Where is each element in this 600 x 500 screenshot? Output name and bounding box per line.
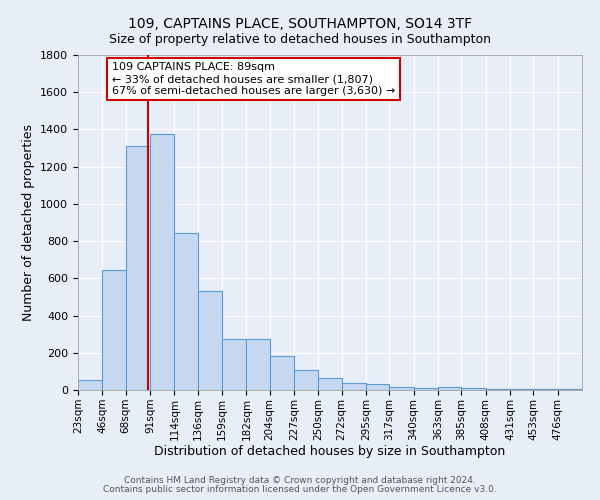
Text: 109 CAPTAINS PLACE: 89sqm
← 33% of detached houses are smaller (1,807)
67% of se: 109 CAPTAINS PLACE: 89sqm ← 33% of detac… [112,62,395,96]
Bar [510,389,533,390]
Bar [197,292,222,390]
Bar [103,270,125,390]
Bar [78,380,103,390]
Bar [125,146,150,390]
Bar [533,389,557,390]
Bar [222,339,247,390]
Bar [557,389,582,390]
Bar [341,384,366,390]
Bar [366,384,389,390]
Text: 109, CAPTAINS PLACE, SOUTHAMPTON, SO14 3TF: 109, CAPTAINS PLACE, SOUTHAMPTON, SO14 3… [128,18,472,32]
Bar [150,134,175,390]
Bar [319,378,341,390]
X-axis label: Distribution of detached houses by size in Southampton: Distribution of detached houses by size … [154,446,506,458]
Text: Contains HM Land Registry data © Crown copyright and database right 2024.: Contains HM Land Registry data © Crown c… [124,476,476,485]
Bar [485,389,510,390]
Bar [269,356,294,390]
Bar [413,388,438,390]
Bar [247,339,269,390]
Bar [461,388,485,390]
Bar [294,370,319,390]
Y-axis label: Number of detached properties: Number of detached properties [22,124,35,321]
Bar [175,232,197,390]
Text: Size of property relative to detached houses in Southampton: Size of property relative to detached ho… [109,32,491,46]
Bar [389,387,413,390]
Text: Contains public sector information licensed under the Open Government Licence v3: Contains public sector information licen… [103,484,497,494]
Bar [438,387,461,390]
